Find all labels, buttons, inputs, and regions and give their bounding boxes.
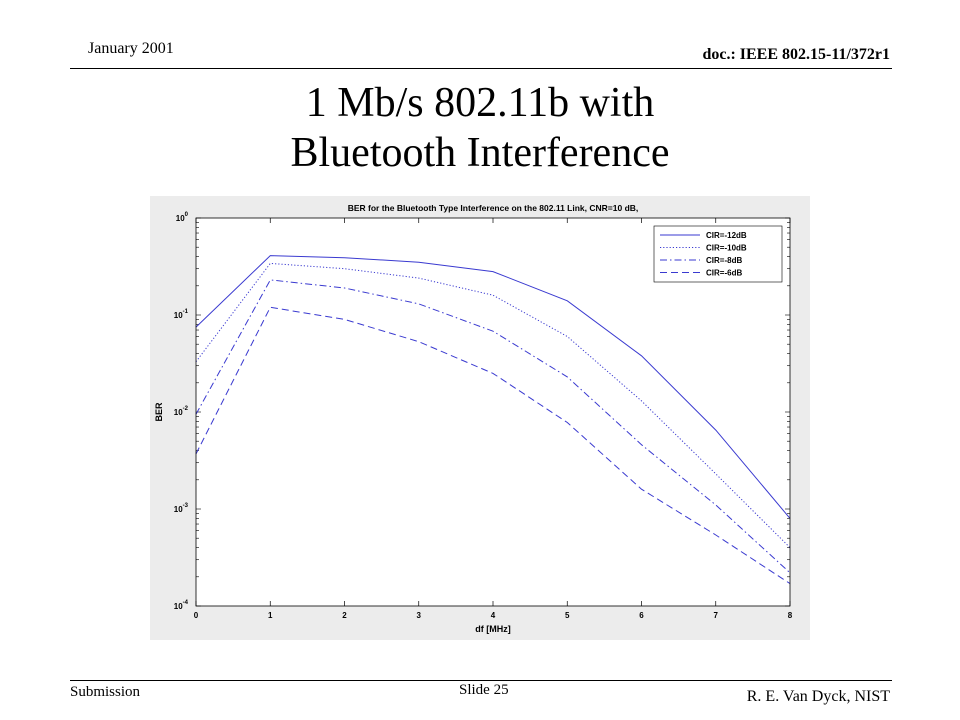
series-line-2: [195, 262, 791, 548]
y-axis-label: BER: [154, 402, 164, 422]
legend-label: CIR=-12dB: [706, 231, 747, 240]
legend-label: CIR=-6dB: [706, 269, 742, 278]
legend-label: CIR=-10dB: [706, 244, 747, 253]
header-doc-id: doc.: IEEE 802.15-11/372r1: [702, 46, 890, 63]
x-axis-label: df [MHz]: [475, 624, 511, 634]
x-tick-label: 8: [788, 611, 793, 620]
footer-slide-number: Slide 25: [459, 682, 509, 698]
series-line-3: [195, 279, 791, 574]
x-tick-label: 7: [714, 611, 719, 620]
y-tick-label: 100: [176, 212, 189, 223]
y-tick-label: 10-2: [174, 406, 189, 417]
x-tick-label: 1: [268, 611, 273, 620]
header-rule: [70, 68, 892, 69]
series-line-4: [195, 306, 791, 585]
series-line-1: [195, 255, 791, 519]
x-tick-label: 4: [491, 611, 496, 620]
slide-title-line-1: 1 Mb/s 802.11b with: [305, 80, 655, 126]
plot-frame: [195, 217, 791, 607]
x-tick-label: 6: [639, 611, 644, 620]
x-tick-label: 2: [342, 611, 347, 620]
x-tick-label: 3: [417, 611, 422, 620]
slide-title-line-2: Bluetooth Interference: [290, 130, 670, 176]
slide-title: 1 Mb/s 802.11b with Bluetooth Interferen…: [0, 78, 960, 178]
y-tick-label: 10-1: [174, 309, 189, 320]
chart-title: BER for the Bluetooth Type Interference …: [348, 203, 639, 213]
footer-submission: Submission: [70, 684, 141, 700]
x-tick-label: 0: [194, 611, 199, 620]
y-tick-label: 10-3: [174, 503, 189, 514]
legend-label: CIR=-8dB: [706, 256, 742, 265]
chart-figure: BER for the Bluetooth Type Interference …: [150, 196, 810, 640]
y-tick-label: 10-4: [174, 600, 189, 611]
ber-chart: BER for the Bluetooth Type Interference …: [154, 203, 793, 634]
x-tick-label: 5: [565, 611, 570, 620]
footer-author: R. E. Van Dyck, NIST: [746, 688, 890, 705]
footer-rule: [70, 680, 892, 681]
header-date: January 2001: [88, 40, 174, 57]
